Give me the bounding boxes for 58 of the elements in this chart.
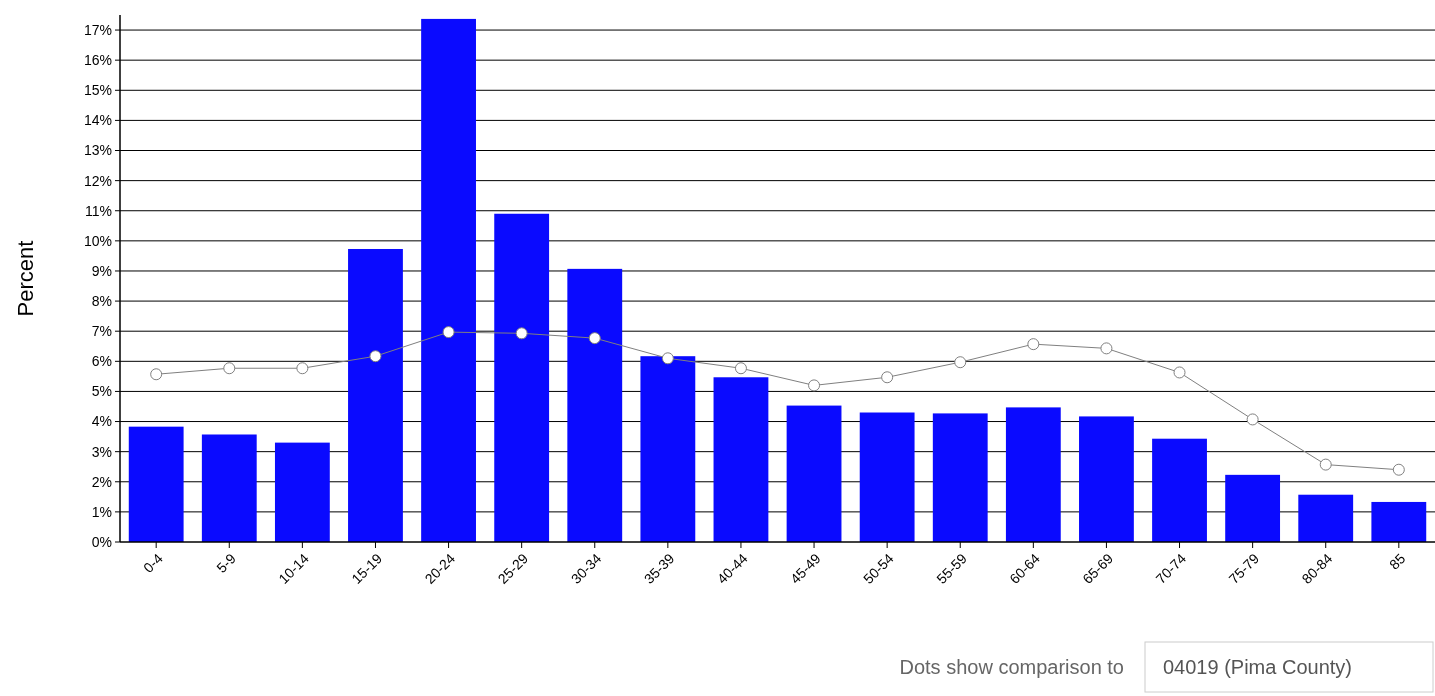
x-tick-label: 0-4 — [140, 550, 166, 576]
point — [734, 362, 747, 375]
point — [296, 362, 309, 375]
bar — [201, 434, 257, 542]
bar — [128, 426, 184, 542]
y-tick-label: 5% — [91, 383, 112, 400]
y-tick-label: 12% — [83, 172, 112, 189]
y-tick-label: 15% — [83, 82, 112, 99]
point — [954, 356, 967, 369]
y-tick-label: 11% — [85, 202, 112, 219]
point — [1319, 458, 1332, 471]
text: 04019 (Pima County) — [1163, 656, 1352, 678]
bar — [348, 248, 403, 542]
bar — [1298, 494, 1354, 542]
bar — [859, 412, 915, 542]
y-tick-label: 3% — [91, 443, 112, 460]
y-tick-label: 13% — [83, 142, 112, 159]
bar — [494, 213, 550, 542]
x-tick-label: 5-9 — [213, 550, 240, 576]
y-axis-title: Percent — [13, 240, 38, 317]
point — [1246, 413, 1259, 426]
bar — [1005, 407, 1061, 542]
point — [881, 371, 894, 384]
bar — [640, 356, 696, 542]
point — [1027, 338, 1040, 351]
point — [661, 352, 674, 365]
point — [588, 332, 601, 345]
bar — [1079, 416, 1134, 542]
bar — [1152, 438, 1207, 542]
y-tick-label: 0% — [91, 533, 112, 550]
point — [442, 326, 455, 339]
x-tick-label: 85 — [1386, 550, 1409, 573]
y-tick-label: 10% — [83, 232, 112, 249]
point — [808, 379, 821, 392]
y-tick-label: 16% — [83, 52, 112, 69]
y-tick-label: 17% — [83, 21, 112, 38]
y-tick-label: 7% — [91, 323, 112, 340]
y-tick-label: 4% — [91, 413, 112, 430]
text: Dots show comparison to — [899, 656, 1124, 678]
point — [515, 327, 528, 340]
point — [1100, 342, 1113, 355]
bar — [713, 377, 769, 542]
bar — [1371, 501, 1427, 542]
y-tick-label: 2% — [91, 473, 112, 490]
bar — [421, 18, 476, 542]
y-tick-label: 9% — [91, 262, 112, 279]
y-tick-label: 14% — [83, 112, 112, 129]
bar — [932, 413, 988, 542]
bar — [786, 405, 842, 542]
bar — [567, 268, 623, 542]
y-tick-label: 6% — [91, 353, 112, 370]
y-tick-label: 8% — [91, 292, 112, 309]
bar — [274, 442, 330, 542]
bar — [1225, 474, 1281, 542]
point — [369, 350, 382, 363]
point — [223, 362, 236, 375]
point — [1173, 366, 1186, 379]
y-tick-label: 1% — [91, 503, 112, 520]
